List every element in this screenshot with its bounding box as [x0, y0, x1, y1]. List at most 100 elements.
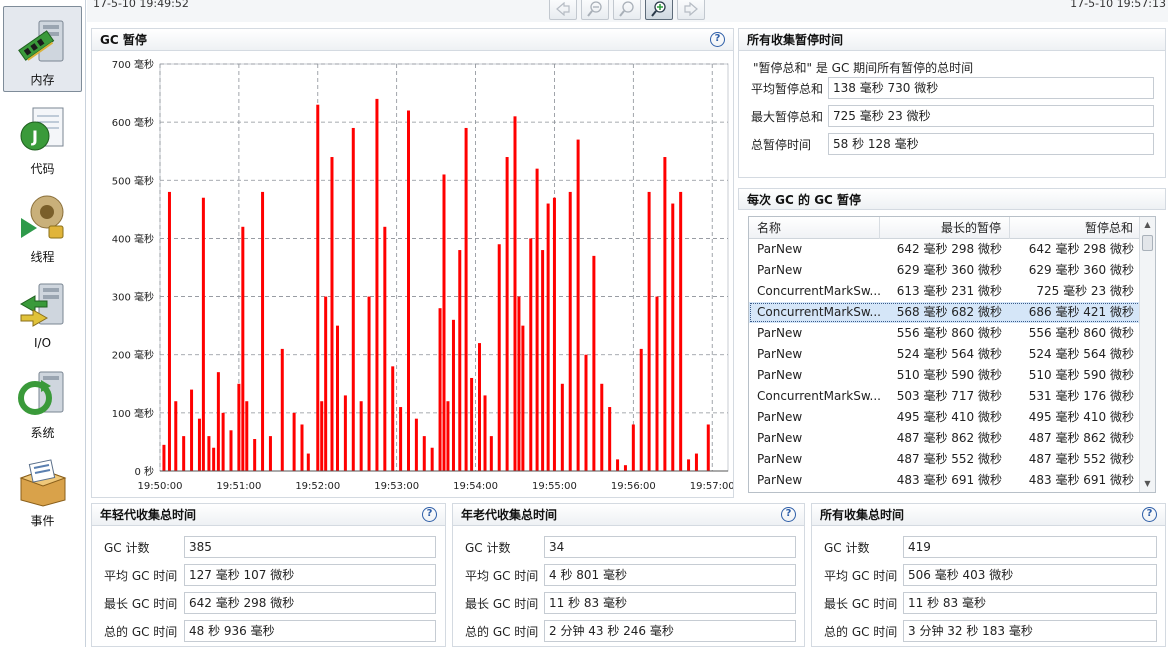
cell-max-pause: 629 毫秒 360 微秒	[896, 263, 1002, 277]
cell-name: ConcurrentMarkSw...	[757, 284, 880, 298]
zoom-out-icon	[587, 1, 602, 17]
help-icon[interactable]: ?	[781, 507, 796, 522]
pause-bar	[201, 197, 205, 471]
max-gc-time-field[interactable]: 11 秒 83 毫秒	[903, 592, 1157, 614]
pause-bar	[529, 238, 533, 471]
nav-item-system[interactable]: 系统	[3, 360, 82, 446]
pause-bar	[174, 401, 178, 471]
cell-name: ParNew	[757, 347, 803, 361]
max-pause-field[interactable]: 725 毫秒 23 微秒	[828, 105, 1154, 127]
scroll-thumb[interactable]	[1142, 235, 1153, 251]
pause-bar	[623, 465, 627, 471]
table-row[interactable]: ParNew 629 毫秒 360 微秒 629 毫秒 360 微秒	[749, 260, 1155, 281]
total-pause-field[interactable]: 58 秒 128 毫秒	[828, 133, 1154, 155]
column-header-pause-sum[interactable]: 暂停总和	[1010, 217, 1140, 239]
pause-bar	[616, 459, 620, 471]
cell-max-pause: 487 毫秒 552 微秒	[896, 452, 1002, 466]
table-row[interactable]: ConcurrentMarkSw... 613 毫秒 231 微秒 725 毫秒 2…	[749, 281, 1155, 302]
avg-gc-time-field[interactable]: 4 秒 801 毫秒	[544, 564, 796, 586]
pause-bar	[451, 319, 455, 471]
gc-count-field[interactable]: 419	[903, 536, 1157, 558]
gc-count-field[interactable]: 385	[184, 536, 436, 558]
gc-pause-panel: GC 暂停 ? 0 秒 100 毫秒 200 毫秒 300 毫秒 400 毫秒 500 毫…	[91, 28, 734, 498]
nav-item-threads[interactable]: 线程	[3, 184, 82, 270]
help-icon[interactable]: ?	[422, 507, 437, 522]
table-row[interactable]: ParNew 487 毫秒 552 微秒 487 毫秒 552 微秒	[749, 449, 1155, 470]
gc-count-field[interactable]: 34	[544, 536, 796, 558]
help-icon[interactable]: ?	[710, 32, 725, 47]
gc-pause-chart[interactable]: 0 秒 100 毫秒 200 毫秒 300 毫秒 400 毫秒 500 毫秒 600 毫秒 7…	[92, 51, 733, 497]
zoom-out-button[interactable]	[581, 0, 609, 20]
pause-bar	[343, 395, 347, 471]
total-gc-time-row: 总的 GC 时间 3 分钟 32 秒 183 毫秒	[812, 620, 1165, 642]
nav-item-code[interactable]: J 代码	[3, 96, 82, 182]
nav-forward-icon	[684, 2, 698, 16]
nav-item-events[interactable]: 事件	[3, 448, 82, 534]
back-button[interactable]	[549, 0, 577, 20]
field-label: GC 计数	[465, 541, 511, 555]
table-row[interactable]: ParNew 495 毫秒 410 微秒 495 毫秒 410 微秒	[749, 407, 1155, 428]
field-label: 总暂停时间	[751, 138, 812, 152]
pause-bar	[162, 444, 166, 471]
pause-bar	[383, 226, 387, 471]
table-body: ParNew 642 毫秒 298 微秒 642 毫秒 298 微秒 ParNew 62…	[749, 239, 1155, 491]
field-label: 平均 GC 时间	[465, 569, 539, 583]
table-header: 名称 最长的暂停 暂停总和	[749, 217, 1155, 239]
table-row[interactable]: ConcurrentMarkSw... 503 毫秒 717 微秒 531 毫秒 1…	[749, 386, 1155, 407]
pause-bar	[306, 453, 310, 471]
left-nav: 内存 J 代码 线程 I/O	[0, 0, 86, 647]
column-header-name[interactable]: 名称	[749, 217, 880, 239]
table-row[interactable]: ConcurrentMarkSw... 568 毫秒 682 微秒 686 毫秒 4…	[749, 302, 1155, 323]
cell-max-pause: 642 毫秒 298 微秒	[896, 242, 1002, 256]
nav-item-io[interactable]: I/O	[3, 272, 82, 358]
total-gc-time-field[interactable]: 3 分钟 32 秒 183 毫秒	[903, 620, 1157, 642]
old-gen-header: 年老代收集总时间 ?	[453, 504, 804, 526]
pause-description: "暂停总和" 是 GC 期间所有暂停的总时间	[753, 61, 974, 75]
help-icon[interactable]: ?	[1142, 507, 1157, 522]
pause-bar	[182, 436, 186, 471]
pause-bar	[351, 127, 355, 471]
svg-text:J: J	[31, 127, 38, 146]
zoom-reset-icon	[619, 1, 634, 17]
table-row[interactable]: ParNew 487 毫秒 862 微秒 487 毫秒 862 微秒	[749, 428, 1155, 449]
cell-max-pause: 483 毫秒 691 微秒	[896, 473, 1002, 487]
y-tick-label: 300 毫秒	[112, 291, 154, 304]
nav-label: 线程	[30, 250, 55, 264]
max-gc-time-field[interactable]: 11 秒 83 毫秒	[544, 592, 796, 614]
table-row[interactable]: ParNew 524 毫秒 564 微秒 524 毫秒 564 微秒	[749, 344, 1155, 365]
pause-bar	[167, 191, 171, 471]
gc-count-row: GC 计数 419	[812, 536, 1165, 558]
avg-pause-field[interactable]: 138 毫秒 730 微秒	[828, 77, 1154, 99]
gc-count-row: GC 计数 385	[92, 536, 445, 558]
total-gc-time-field[interactable]: 48 秒 936 毫秒	[184, 620, 436, 642]
pause-bar	[505, 157, 509, 471]
column-header-max-pause[interactable]: 最长的暂停	[880, 217, 1010, 239]
y-tick-label: 500 毫秒	[112, 174, 154, 187]
pause-bar	[316, 104, 320, 471]
zoom-reset-button[interactable]	[613, 0, 641, 20]
field-label: 平均暂停总和	[751, 82, 824, 96]
total-gc-time-field[interactable]: 2 分钟 43 秒 246 毫秒	[544, 620, 796, 642]
panel-title: 每次 GC 的 GC 暂停	[747, 193, 862, 207]
table-row[interactable]: ParNew 483 毫秒 691 微秒 483 毫秒 691 微秒	[749, 470, 1155, 491]
zoom-in-button[interactable]	[645, 0, 673, 20]
table-row[interactable]: ParNew 642 毫秒 298 微秒 642 毫秒 298 微秒	[749, 239, 1155, 260]
range-end-time: 17-5-10 19:57:13	[1070, 0, 1166, 10]
scroll-up-icon[interactable]: ▲	[1144, 220, 1151, 229]
table-row[interactable]: ParNew 556 毫秒 860 微秒 556 毫秒 860 微秒	[749, 323, 1155, 344]
field-label: 总的 GC 时间	[824, 625, 898, 639]
table-row[interactable]: ParNew 510 毫秒 590 微秒 510 毫秒 590 微秒	[749, 365, 1155, 386]
forward-button[interactable]	[677, 0, 705, 20]
field-label: GC 计数	[104, 541, 150, 555]
avg-gc-time-field[interactable]: 127 毫秒 107 微秒	[184, 564, 436, 586]
x-tick-label: 19:53:00	[374, 481, 419, 492]
table-scrollbar[interactable]: ▲ ▼	[1139, 217, 1155, 492]
nav-item-memory[interactable]: 内存	[3, 6, 82, 92]
scroll-down-icon[interactable]: ▼	[1144, 479, 1151, 488]
max-gc-time-field[interactable]: 642 毫秒 298 微秒	[184, 592, 436, 614]
pause-bar	[430, 447, 434, 471]
pause-bar	[442, 174, 446, 471]
pause-bar	[375, 98, 379, 471]
avg-gc-time-field[interactable]: 506 毫秒 403 微秒	[903, 564, 1157, 586]
nav-label: 代码	[30, 162, 55, 176]
